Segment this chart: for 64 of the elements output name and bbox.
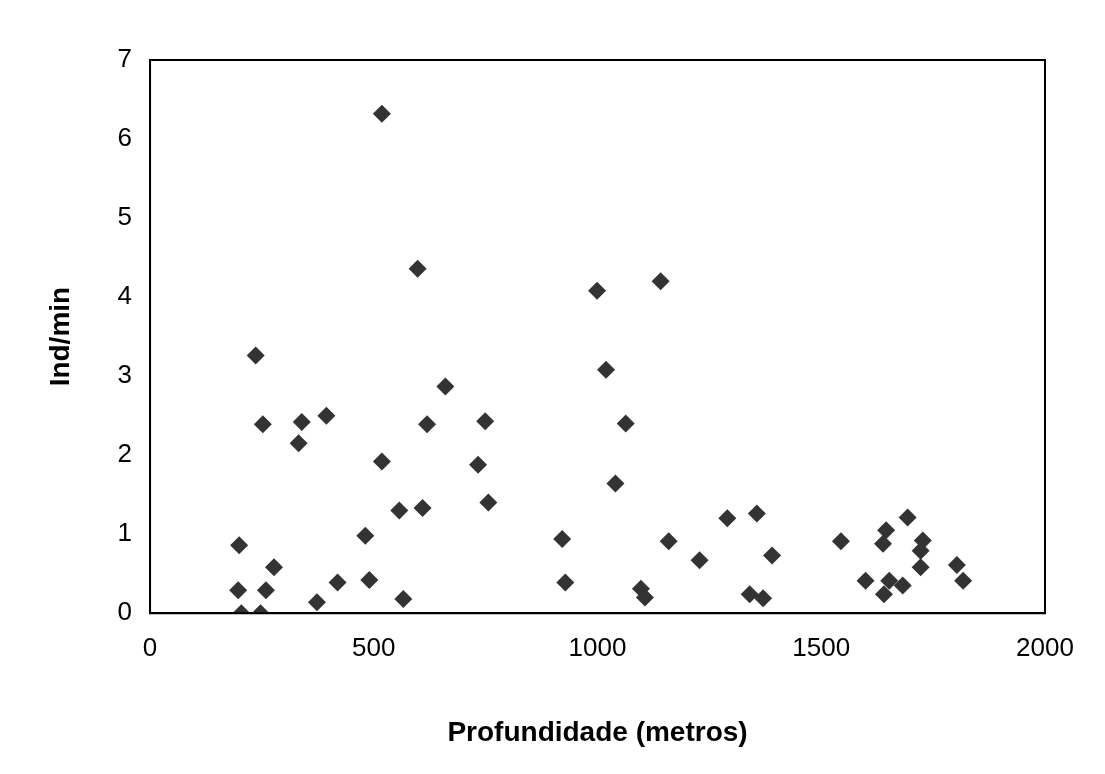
x-tick-label: 500 — [352, 631, 396, 662]
point — [289, 434, 308, 453]
point — [606, 474, 625, 493]
y-tick-label: 6 — [117, 122, 133, 153]
point — [408, 259, 427, 278]
x-tick-label: 2000 — [1016, 631, 1074, 662]
point — [307, 593, 326, 612]
point — [256, 581, 275, 600]
point — [469, 455, 488, 474]
point — [372, 104, 391, 123]
point — [476, 412, 495, 431]
y-axis-title: Ind/min — [43, 286, 75, 387]
y-tick-label: 5 — [117, 201, 133, 232]
point — [597, 360, 616, 379]
point — [659, 532, 678, 551]
point — [763, 546, 782, 565]
point — [265, 558, 284, 577]
point — [856, 571, 875, 590]
point — [390, 501, 409, 520]
y-tick-label: 0 — [117, 596, 133, 627]
point — [877, 521, 896, 540]
point — [874, 585, 893, 604]
point — [230, 536, 249, 555]
point — [880, 571, 899, 590]
point — [947, 555, 966, 574]
point — [328, 573, 347, 592]
x-tick-label: 0 — [142, 631, 158, 662]
point — [954, 571, 973, 590]
point — [556, 573, 575, 592]
point — [229, 581, 248, 600]
point — [292, 412, 311, 431]
point — [479, 493, 498, 512]
point — [718, 509, 737, 528]
point — [356, 526, 375, 545]
point — [413, 499, 432, 518]
point — [394, 589, 413, 608]
y-tick-label: 4 — [117, 280, 133, 311]
point — [754, 589, 773, 608]
point — [651, 272, 670, 291]
y-tick-label: 1 — [117, 517, 133, 548]
point — [747, 504, 766, 523]
point — [616, 414, 635, 433]
point — [253, 415, 272, 434]
y-tick-label: 3 — [117, 359, 133, 390]
y-tick-label: 7 — [117, 43, 133, 74]
point — [360, 571, 379, 590]
x-tick-label: 1000 — [568, 631, 627, 662]
point — [911, 558, 930, 577]
x-tick-label: 1500 — [792, 631, 851, 662]
point — [831, 532, 850, 551]
point — [690, 551, 709, 570]
x-axis-title: Profundidade (metros) — [447, 715, 748, 747]
point — [418, 415, 437, 434]
point — [317, 406, 336, 425]
point — [553, 529, 572, 548]
y-tick-label: 2 — [117, 438, 133, 469]
point — [588, 281, 607, 300]
point — [436, 377, 455, 396]
point — [893, 576, 912, 595]
point — [372, 452, 391, 471]
point — [874, 534, 893, 553]
point — [740, 585, 759, 604]
point — [246, 346, 265, 365]
point — [898, 508, 917, 527]
